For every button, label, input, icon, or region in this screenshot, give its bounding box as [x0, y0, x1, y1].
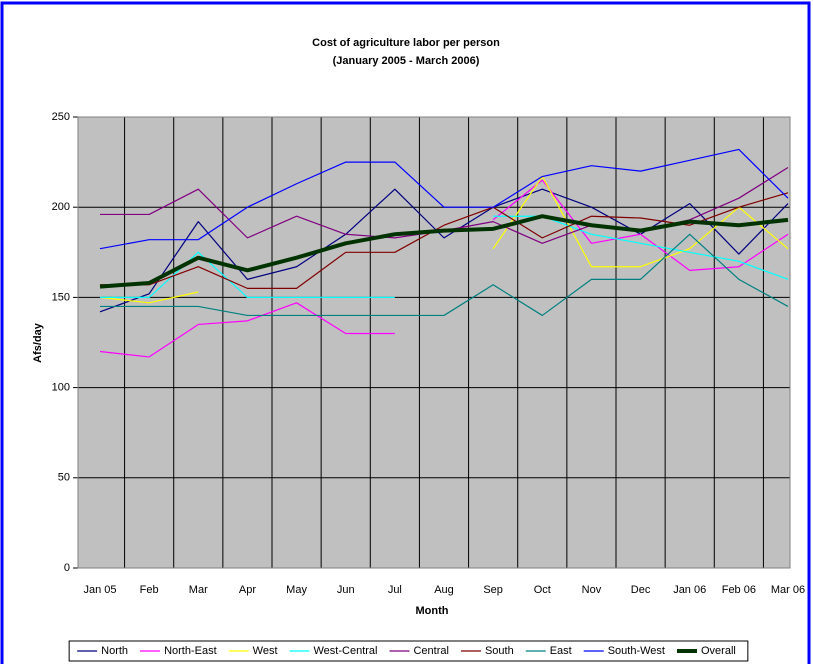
x-tick-label: Jan 05: [83, 584, 116, 596]
legend-label: South: [485, 645, 514, 657]
series-line: [99, 148, 789, 250]
y-tick-label: 250: [52, 111, 70, 123]
series-line: [99, 179, 789, 358]
y-tick-label: 150: [52, 291, 70, 303]
x-tick-label: Feb 06: [722, 584, 756, 596]
y-tick-label: 100: [52, 382, 70, 394]
y-tick-label: 200: [52, 201, 70, 213]
legend-label: South-West: [608, 645, 665, 657]
legend-label: West: [253, 645, 278, 657]
x-tick-label: Dec: [631, 584, 651, 596]
x-tick-label: Feb: [140, 584, 159, 596]
plot-area: [78, 117, 790, 568]
legend-label: West-Central: [314, 645, 378, 657]
series-line: [99, 188, 789, 313]
x-tick-label: Mar: [189, 584, 208, 596]
x-tick-label: Jan 06: [673, 584, 706, 596]
x-tick-label: Mar 06: [771, 584, 805, 596]
legend-label: Overall: [701, 645, 736, 657]
series-line: [100, 233, 789, 317]
x-tick-label: Aug: [434, 584, 454, 596]
y-tick-label: 0: [64, 562, 70, 574]
legend-label: North: [101, 645, 128, 657]
x-tick-label: Jul: [388, 584, 402, 596]
plot-frame: [77, 116, 791, 569]
x-tick-label: May: [286, 584, 307, 596]
legend-label: Central: [413, 645, 448, 657]
x-tick-label: Oct: [534, 584, 551, 596]
y-axis-label: Afs/day: [32, 322, 44, 363]
series-line: [99, 214, 789, 289]
legend-label: East: [550, 645, 572, 657]
chart-subtitle: (January 2005 - March 2006): [333, 55, 480, 67]
x-tick-label: Jun: [337, 584, 355, 596]
legend-label: North-East: [164, 645, 217, 657]
y-tick-label: 50: [58, 472, 70, 484]
chart-title: Cost of agriculture labor per person: [312, 37, 500, 49]
x-tick-label: Nov: [582, 584, 602, 596]
legend: North North-East West West-Central Central So…: [68, 640, 749, 662]
x-axis-label: Month: [416, 605, 449, 617]
x-tick-label: Sep: [483, 584, 503, 596]
x-tick-label: Apr: [239, 584, 256, 596]
